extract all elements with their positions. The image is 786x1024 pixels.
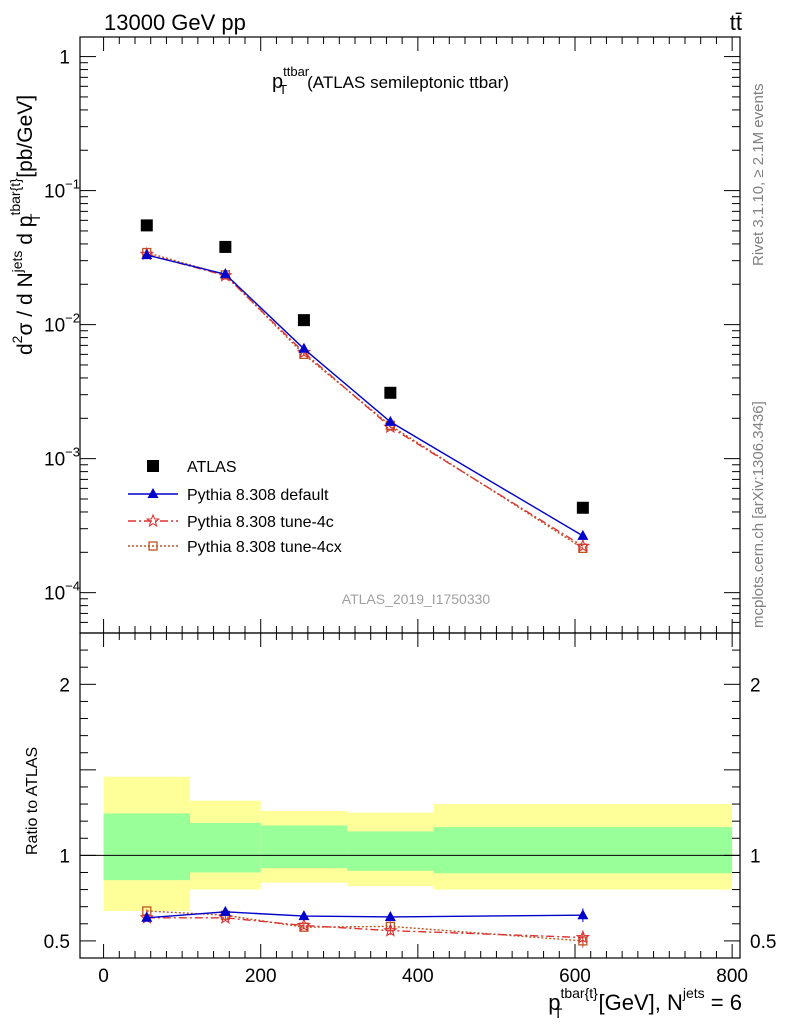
data-point-marker: [147, 488, 159, 498]
y-tick-label: 10−2: [44, 311, 80, 337]
data-point-marker: [384, 910, 396, 921]
mcplots-label: mcplots.cern.ch [arXiv:1306.3436]: [750, 401, 767, 628]
x-tick-label: 600: [559, 966, 591, 987]
data-point-marker: [299, 922, 309, 932]
data-point-marker: [575, 930, 591, 944]
ratio-series-line: [146, 917, 583, 939]
data-point-marker: [148, 541, 158, 551]
rivet-version-label: Rivet 3.1.10, ≥ 2.1M events: [750, 84, 767, 267]
y-tick-label: 10−3: [44, 445, 80, 471]
y-tick-label: 2: [59, 675, 70, 696]
ratio-ylabel: Ratio to ATLAS: [24, 747, 41, 855]
main-frame: [79, 36, 741, 634]
data-point-marker: [141, 911, 153, 922]
data-point-marker: [145, 513, 161, 528]
data-point-marker: [383, 923, 398, 937]
x-tick-label: 800: [716, 966, 748, 987]
y-tick-label: 1: [59, 846, 70, 867]
main-title: pttbar T (ATLAS semileptonic ttbar): [272, 64, 509, 97]
data-point-marker: [141, 249, 153, 260]
data-point-marker: [219, 268, 231, 279]
x-tick-label: 400: [402, 966, 434, 987]
legend-label: Pythia 8.308 tune-4cx: [187, 539, 342, 556]
data-point-marker: [298, 342, 310, 353]
x-tick-label: 200: [245, 966, 277, 987]
x-tick-label: 0: [98, 966, 109, 987]
legend: ATLAS Pythia 8.308 default Pythia 8.308 tu…: [128, 459, 342, 556]
main-ylabel: d2σ / d Njets d ptbar{t}T [pb/GeV]: [7, 95, 43, 355]
stat-uncertainty-band: [260, 825, 348, 869]
data-point-marker: [297, 314, 310, 327]
data-point-marker: [218, 910, 233, 924]
y-tick-label: 10−1: [44, 177, 80, 203]
data-point-marker: [140, 219, 153, 232]
y-tick-label: 10−4: [44, 579, 80, 605]
data-point-marker: [576, 501, 589, 514]
main-panel: 1 10−1 10−2 10−3 10−4: [44, 36, 741, 634]
analysis-watermark: ATLAS_2019_I1750330: [342, 591, 491, 607]
stat-uncertainty-band: [103, 813, 190, 881]
data-point-marker: [219, 240, 232, 253]
header-energy-label: 13000 GeV pp: [104, 10, 246, 35]
data-point-marker: [296, 918, 312, 932]
data-point-marker: [577, 529, 589, 540]
y-tick-label-right: 2: [750, 675, 761, 696]
data-point-marker: [219, 905, 231, 916]
data-point-marker: [298, 910, 310, 921]
data-point-marker: [296, 344, 312, 359]
y-tick-label: 0.5: [44, 932, 70, 953]
data-point-marker: [577, 909, 589, 920]
legend-label: ATLAS: [187, 459, 237, 476]
stat-uncertainty-band: [347, 831, 434, 871]
data-point-marker: [384, 415, 396, 426]
y-tick-label-right: 1: [750, 846, 761, 867]
stat-uncertainty-band: [190, 822, 261, 873]
data-point-marker: [575, 538, 591, 553]
data-point-marker: [384, 386, 397, 399]
legend-label: Pythia 8.308 tune-4c: [187, 514, 334, 531]
ratio-xlabel: ptbar{t} T [GeV], Njets = 6: [548, 985, 742, 1021]
data-point-marker: [147, 460, 159, 472]
stat-uncertainty-band: [433, 827, 733, 874]
ratio-frame: [79, 632, 741, 959]
legend-label: Pythia 8.308 default: [187, 487, 329, 504]
header-process-label: tt̄: [730, 10, 742, 35]
data-point-marker: [578, 543, 588, 554]
y-tick-label: 1: [59, 48, 70, 69]
y-tick-label-right: 0.5: [750, 932, 776, 953]
